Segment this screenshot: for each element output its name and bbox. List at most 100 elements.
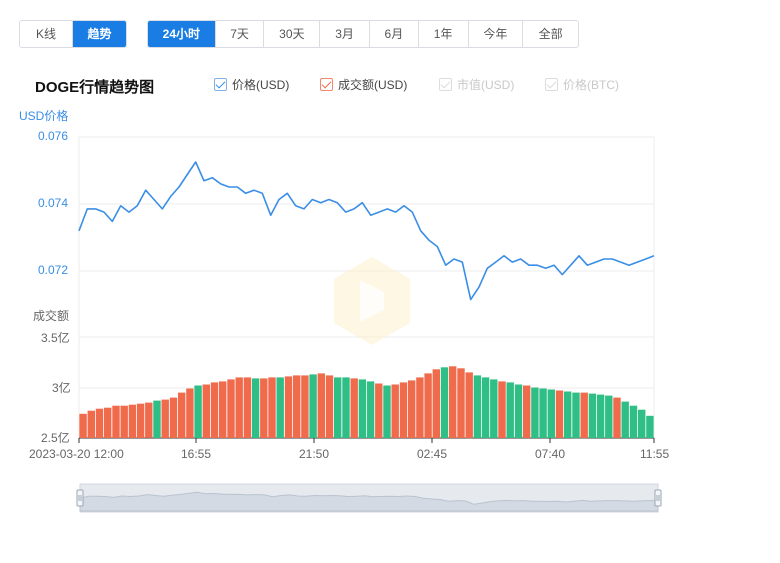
volume-bar [605,395,613,438]
volume-bar [539,388,547,438]
volume-bar [342,377,350,438]
legend-price-usd[interactable]: 价格(USD) [214,76,289,92]
volume-bar [580,392,588,439]
x-tick-label: 16:55 [181,447,212,461]
volume-bar [440,367,449,438]
checkbox-icon [439,77,452,91]
volume-bar [243,377,252,438]
volume-bar [260,378,268,438]
volume-bar [613,397,621,438]
x-tick-label: 2023-03-20 12:00 [29,447,124,461]
volume-bar [284,376,293,438]
volume-bar [112,405,120,438]
view-button-0[interactable]: K线 [20,21,73,47]
volume-bar [325,375,334,438]
legend-label: 市值(USD) [457,77,515,92]
volume-bar [334,377,342,438]
range-button-4[interactable]: 6月 [370,21,419,47]
price-axis-label: USD价格 [19,109,69,123]
volume-bar [120,405,128,438]
volume-tick-label: 3亿 [52,381,71,395]
x-tick-label: 02:45 [417,447,448,461]
volume-bar [293,375,301,438]
volume-bar [490,379,498,438]
volume-bar [514,384,523,438]
volume-bar [531,387,539,438]
volume-bar [104,407,112,438]
volume-bar [128,404,137,438]
volume-bar [473,375,482,438]
legend-label: 价格(BTC) [563,77,619,92]
x-tick-label: 11:55 [640,447,670,461]
volume-bar [276,377,284,438]
volume-bar [375,383,383,438]
checkbox-icon [320,77,333,91]
volume-bar [153,400,161,438]
checkbox-icon [214,77,227,91]
volume-bar [186,388,194,438]
range-button-3[interactable]: 3月 [320,21,370,47]
volume-bar [432,369,440,438]
view-button-1[interactable]: 趋势 [73,21,126,47]
volume-bar [317,373,325,438]
volume-bars [79,366,654,439]
legend-label: 成交额(USD) [338,77,408,92]
volume-bar [424,373,432,438]
range-button-1[interactable]: 7天 [216,21,265,47]
volume-bar [588,393,597,438]
volume-bar [506,382,514,438]
legend-price-btc[interactable]: 价格(BTC) [545,76,619,92]
price-tick-label: 0.074 [38,196,69,210]
range-button-0[interactable]: 24小时 [148,21,216,47]
range-button-6[interactable]: 今年 [469,21,524,47]
volume-bar [136,403,145,438]
view-toggle-group: K线 趋势 [19,20,127,48]
chart-title: DOGE行情趋势图 [35,79,155,96]
range-button-5[interactable]: 1年 [419,21,469,47]
volume-bar [596,394,605,438]
volume-bar [465,372,473,439]
volume-bar [227,379,235,438]
time-range-group: 24小时 7天 30天 3月 6月 1年 今年 全部 [147,20,579,48]
volume-bar [621,401,629,438]
range-button-2[interactable]: 30天 [264,21,321,47]
volume-tick-label: 2.5亿 [41,431,70,445]
volume-bar [202,384,210,438]
volume-bar [251,378,260,438]
x-tick-label: 21:50 [299,447,330,461]
volume-bar [523,385,531,438]
volume-bar [399,382,408,438]
volume-bar [358,379,367,438]
volume-bar [555,390,564,438]
volume-bar [268,377,276,438]
navigator-left-handle[interactable] [76,489,84,507]
volume-bar [161,399,169,438]
logo-watermark-icon [334,257,410,345]
volume-bar [408,380,416,438]
navigator-right-handle[interactable] [654,489,662,507]
legend-marketcap-usd[interactable]: 市值(USD) [439,76,514,92]
price-line [78,161,655,301]
legend-volume-usd[interactable]: 成交额(USD) [320,76,407,92]
volume-bar [481,377,490,438]
volume-bar [638,409,646,438]
volume-bar [646,415,654,438]
volume-bar [391,384,399,438]
volume-bar [95,408,104,438]
volume-bar [564,391,572,438]
volume-axis-label: 成交额 [33,309,70,323]
volume-tick-label: 3.5亿 [41,331,70,345]
range-navigator[interactable] [76,483,662,513]
volume-bar [572,392,580,439]
volume-bar [145,402,153,438]
volume-bar [169,397,178,438]
range-button-7[interactable]: 全部 [538,27,563,41]
price-tick-label: 0.072 [38,263,69,277]
volume-bar [219,381,227,438]
volume-bar [178,392,186,439]
volume-bar [309,374,317,438]
volume-bar [194,385,202,438]
x-tick-label: 07:40 [535,447,566,461]
volume-bar [350,378,358,438]
